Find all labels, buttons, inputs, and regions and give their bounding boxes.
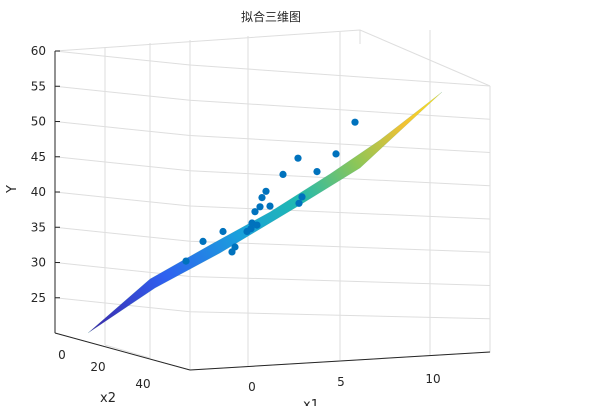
chart-title: 拟合三维图 (241, 9, 301, 24)
data-point (298, 193, 306, 201)
tick-labels: 25 30 35 40 45 50 55 60 0 20 40 0 5 10 (31, 44, 441, 394)
grid-line (104, 43, 151, 359)
y-axis-label: x2 (100, 391, 116, 406)
data-point (231, 243, 239, 251)
data-point (256, 203, 264, 211)
data-point (219, 227, 227, 236)
grid-line (54, 156, 491, 187)
grid-line (54, 191, 491, 220)
data-point (279, 170, 287, 178)
y-tick-label: 0 (58, 348, 66, 362)
data-point (251, 208, 259, 216)
data-point (313, 168, 321, 176)
data-point (294, 154, 302, 162)
data-points (182, 118, 359, 265)
x-axis-line (189, 351, 491, 371)
x-tick-label: 5 (337, 375, 345, 389)
data-point (351, 118, 359, 126)
grid-line (54, 262, 491, 286)
z-tick-label: 60 (31, 44, 46, 58)
fitted-surface (87, 91, 443, 334)
data-point (182, 257, 190, 265)
grid-line (54, 85, 491, 120)
x-axis-label: x1 (303, 398, 319, 406)
data-point (258, 194, 266, 202)
z-tick-label: 55 (31, 79, 46, 93)
y-tick-label: 20 (90, 360, 105, 374)
x-tick-label: 10 (425, 372, 440, 386)
data-point (262, 187, 270, 195)
grid-line (54, 121, 491, 153)
z-tick-label: 30 (31, 256, 46, 270)
z-tick-label: 45 (31, 150, 46, 164)
grid-line (54, 50, 491, 87)
z-tick-label: 50 (31, 115, 46, 129)
y-tick-label: 40 (135, 377, 150, 391)
data-point (295, 199, 303, 207)
data-point (199, 237, 207, 245)
data-point (332, 150, 340, 158)
x-tick-label: 0 (248, 380, 256, 394)
grid-lines (54, 29, 491, 371)
grid-line (54, 297, 491, 320)
z-tick-label: 25 (31, 291, 46, 305)
data-point (253, 221, 261, 229)
y-axis-line (54, 332, 191, 371)
data-point (247, 225, 255, 233)
grid-line (54, 226, 491, 253)
z-tick-label: 35 (31, 220, 46, 234)
data-point (266, 202, 274, 210)
z-axis-label: Y (5, 185, 20, 194)
z-tick-label: 40 (31, 185, 46, 199)
